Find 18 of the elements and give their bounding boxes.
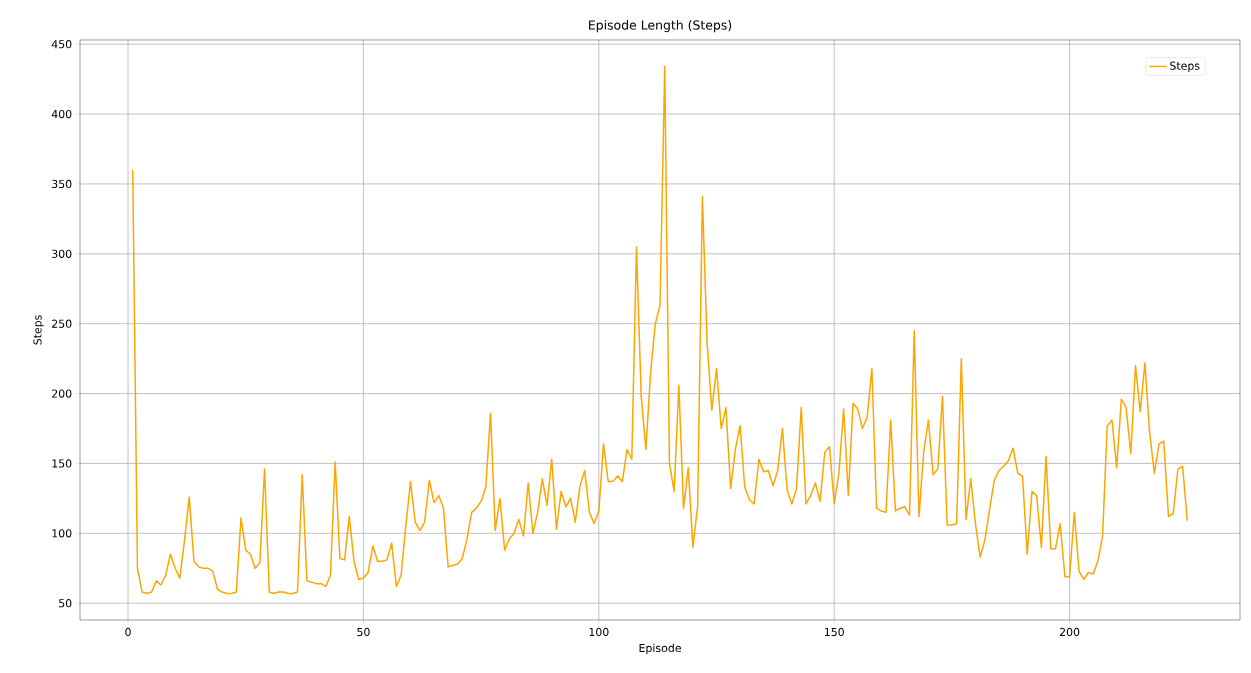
x-tick-label: 0 — [125, 627, 131, 637]
y-tick-label: 200 — [52, 389, 72, 398]
y-tick-label: 350 — [52, 179, 72, 189]
y-tick-label: 50 — [59, 599, 72, 608]
y-axis-title: Steps — [33, 315, 44, 345]
chart-title: Episode Length (Steps) — [589, 20, 732, 33]
y-tick-label: 300 — [52, 249, 72, 258]
y-tick-label: 250 — [52, 319, 72, 328]
x-tick-label: 50 — [357, 627, 370, 637]
x-tick-label: 100 — [589, 627, 609, 637]
x-axis-title: Episode — [639, 643, 681, 655]
y-tick-label: 400 — [51, 109, 72, 119]
y-tick-label: 100 — [52, 529, 72, 538]
legend-label: Steps — [1170, 61, 1200, 72]
x-tick-label: 200 — [1059, 627, 1080, 637]
y-tick-label: 450 — [51, 40, 72, 49]
x-tick-label: 150 — [824, 627, 844, 637]
y-tick-label: 150 — [52, 459, 72, 468]
